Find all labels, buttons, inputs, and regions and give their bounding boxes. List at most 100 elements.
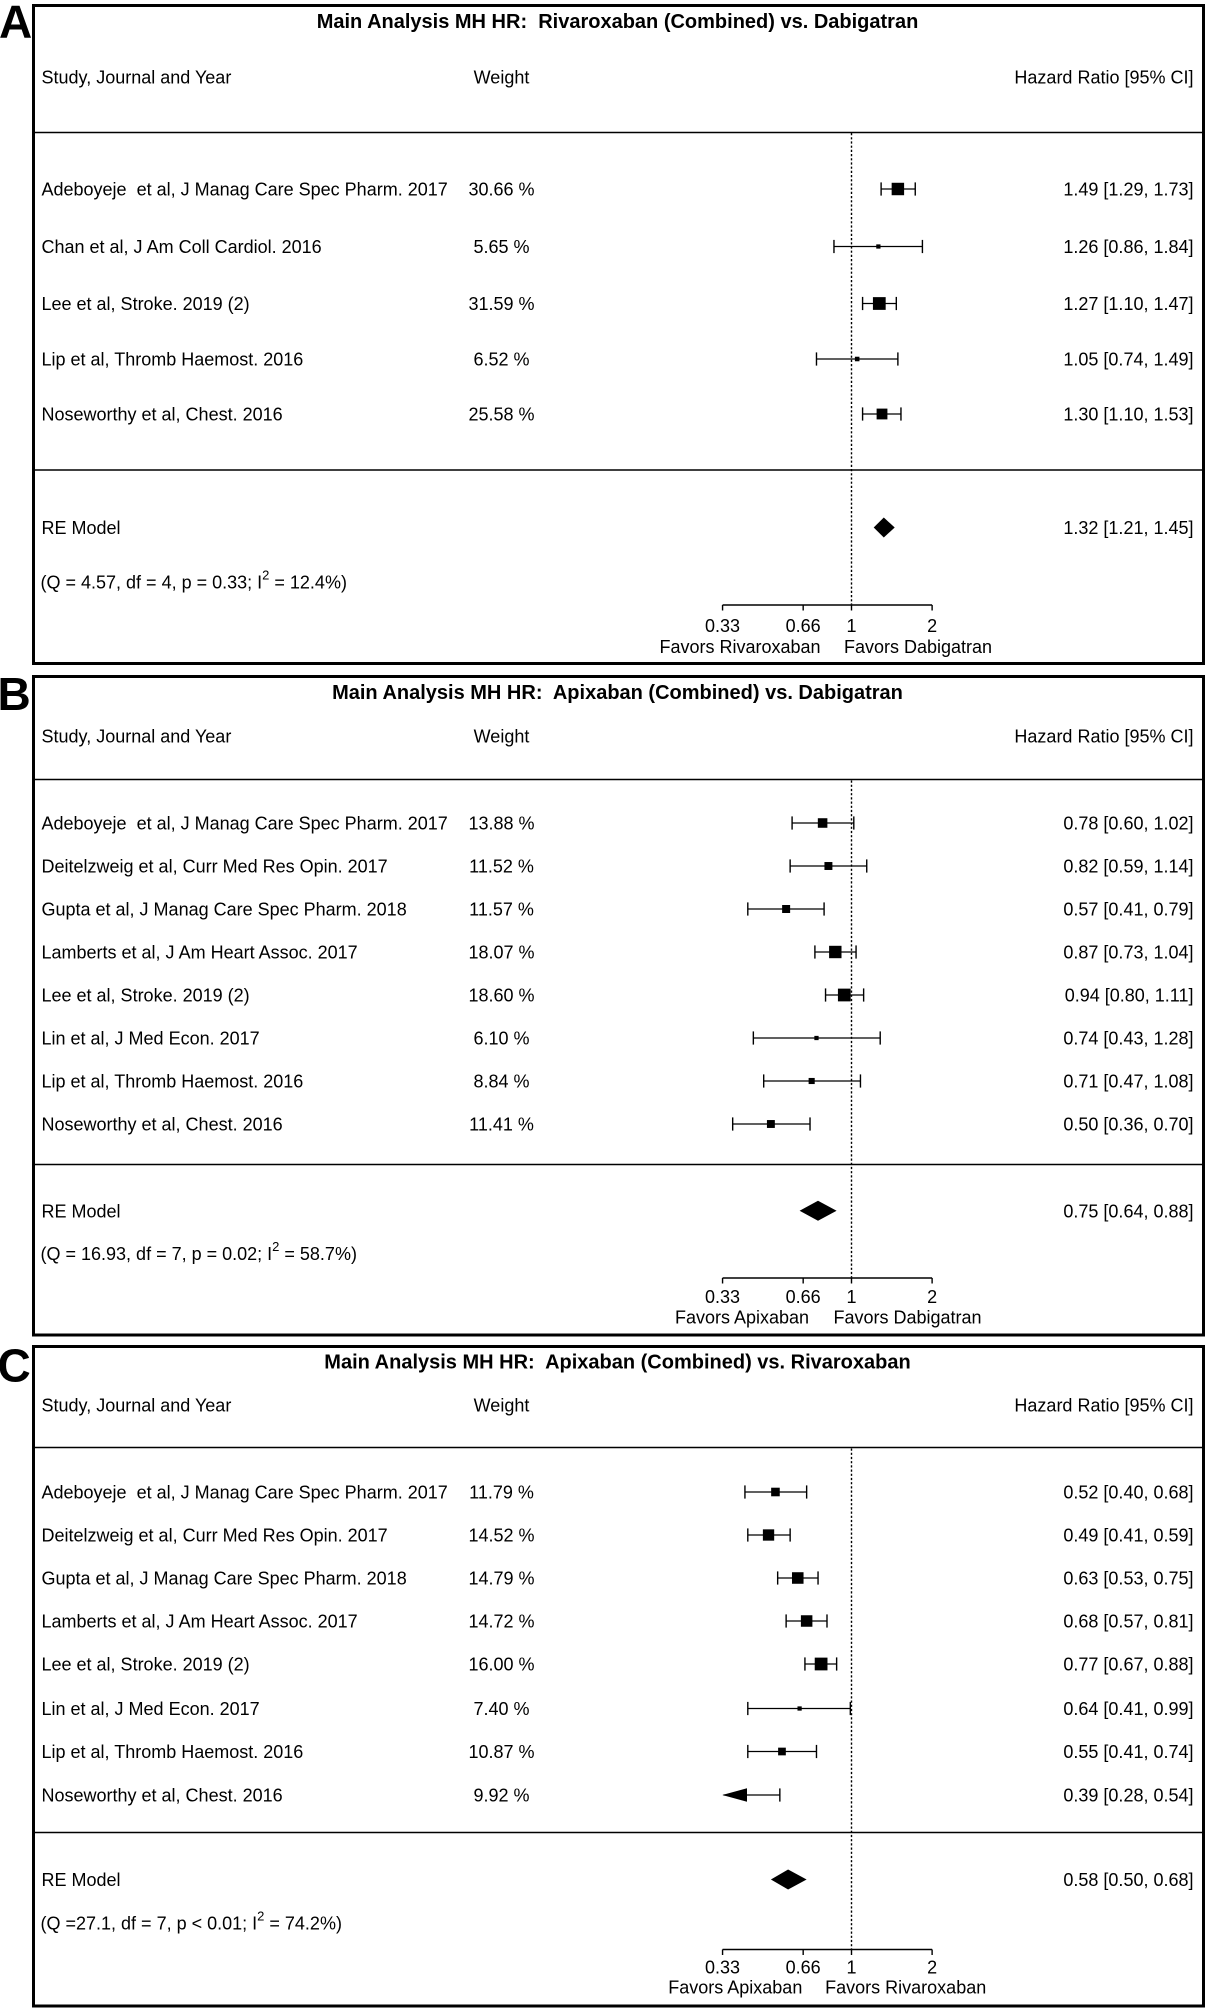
svg-text:Chan et al, J Am Coll Cardiol.: Chan et al, J Am Coll Cardiol. 2016 (42, 237, 322, 257)
svg-text:0.68 [0.57, 0.81]: 0.68 [0.57, 0.81] (1063, 1612, 1193, 1632)
svg-text:Study, Journal and Year: Study, Journal and Year (42, 1396, 232, 1416)
svg-text:Weight: Weight (474, 727, 530, 747)
svg-text:0.94 [0.80, 1.11]: 0.94 [0.80, 1.11] (1065, 986, 1194, 1006)
svg-text:7.40 %: 7.40 % (473, 1699, 529, 1719)
svg-text:0.49 [0.41, 0.59]: 0.49 [0.41, 0.59] (1063, 1526, 1193, 1546)
svg-text:Lamberts et al, J Am Heart Ass: Lamberts et al, J Am Heart Assoc. 2017 (42, 943, 358, 963)
svg-text:11.41 %: 11.41 % (469, 1115, 534, 1135)
svg-text:Gupta et al, J Manag Care Spec: Gupta et al, J Manag Care Spec Pharm. 20… (42, 900, 407, 920)
svg-text:Hazard Ratio [95% CI]: Hazard Ratio [95% CI] (1014, 727, 1193, 747)
svg-text:Noseworthy et al, Chest. 2016: Noseworthy et al, Chest. 2016 (42, 1786, 283, 1806)
svg-text:11.52 %: 11.52 % (469, 857, 534, 877)
svg-text:11.79 %: 11.79 % (469, 1483, 534, 1503)
svg-text:18.07 %: 18.07 % (468, 943, 534, 963)
svg-text:0.52 [0.40, 0.68]: 0.52 [0.40, 0.68] (1063, 1483, 1193, 1503)
svg-text:1: 1 (846, 1958, 856, 1978)
svg-text:1.30 [1.10, 1.53]: 1.30 [1.10, 1.53] (1063, 405, 1193, 425)
svg-text:0.75 [0.64, 0.88]: 0.75 [0.64, 0.88] (1063, 1201, 1193, 1221)
svg-text:30.66 %: 30.66 % (468, 180, 534, 200)
svg-text:11.57 %: 11.57 % (469, 900, 534, 920)
svg-text:Lee et al, Stroke. 2019 (2): Lee et al, Stroke. 2019 (2) (42, 986, 250, 1006)
svg-text:Gupta et al, J Manag Care Spec: Gupta et al, J Manag Care Spec Pharm. 20… (42, 1569, 407, 1589)
svg-text:(Q =27.1, df = 7, p < 0.01; I2: (Q =27.1, df = 7, p < 0.01; I2 = 74.2%) (41, 1909, 342, 1934)
svg-text:Lip et al, Thromb Haemost. 201: Lip et al, Thromb Haemost. 2016 (42, 1742, 304, 1762)
svg-text:Favors Apixaban: Favors Apixaban (668, 1978, 802, 1998)
svg-text:Lee et al, Stroke. 2019 (2): Lee et al, Stroke. 2019 (2) (42, 294, 250, 314)
svg-text:Lin et al, J Med Econ. 2017: Lin et al, J Med Econ. 2017 (42, 1699, 260, 1719)
svg-text:1.27 [1.10, 1.47]: 1.27 [1.10, 1.47] (1063, 294, 1193, 314)
svg-text:14.52 %: 14.52 % (468, 1526, 534, 1546)
svg-text:Main Analysis MH HR: Apixaban: Main Analysis MH HR: Apixaban (Combined)… (332, 682, 903, 704)
svg-text:0.87 [0.73, 1.04]: 0.87 [0.73, 1.04] (1063, 943, 1193, 963)
svg-text:Main Analysis MH HR: Apixaban: Main Analysis MH HR: Apixaban (Combined)… (324, 1352, 910, 1374)
svg-text:Favors Dabigatran: Favors Dabigatran (833, 1308, 981, 1328)
svg-text:Lin et al, J Med Econ. 2017: Lin et al, J Med Econ. 2017 (42, 1029, 260, 1049)
svg-text:0.33: 0.33 (705, 616, 740, 636)
svg-text:13.88 %: 13.88 % (468, 814, 534, 834)
svg-text:6.10 %: 6.10 % (473, 1029, 529, 1049)
svg-text:0.63 [0.53, 0.75]: 0.63 [0.53, 0.75] (1063, 1569, 1193, 1589)
svg-text:A: A (0, 0, 32, 48)
svg-text:25.58 %: 25.58 % (468, 405, 534, 425)
svg-text:(Q = 16.93, df = 7, p = 0.02;: (Q = 16.93, df = 7, p = 0.02; I2 = 58.7%… (41, 1239, 357, 1264)
svg-text:Adeboyeje et al, J Manag Care: Adeboyeje et al, J Manag Care Spec Pharm… (42, 1483, 448, 1503)
svg-text:Favors Rivaroxaban: Favors Rivaroxaban (659, 637, 820, 657)
svg-text:RE Model: RE Model (42, 1201, 121, 1221)
svg-text:0.50 [0.36, 0.70]: 0.50 [0.36, 0.70] (1063, 1115, 1193, 1135)
svg-text:8.84 %: 8.84 % (473, 1072, 529, 1092)
svg-text:6.52 %: 6.52 % (473, 350, 529, 370)
svg-text:0.74 [0.43, 1.28]: 0.74 [0.43, 1.28] (1063, 1029, 1193, 1049)
svg-text:RE Model: RE Model (42, 518, 121, 538)
svg-text:0.71 [0.47, 1.08]: 0.71 [0.47, 1.08] (1063, 1072, 1193, 1092)
svg-text:0.66: 0.66 (786, 1287, 821, 1307)
svg-text:14.79 %: 14.79 % (468, 1569, 534, 1589)
svg-text:B: B (0, 668, 31, 720)
svg-text:Lip et al, Thromb Haemost. 201: Lip et al, Thromb Haemost. 2016 (42, 350, 304, 370)
svg-text:Favors Apixaban: Favors Apixaban (675, 1308, 809, 1328)
svg-text:Lee et al, Stroke. 2019 (2): Lee et al, Stroke. 2019 (2) (42, 1655, 250, 1675)
svg-text:Study, Journal and Year: Study, Journal and Year (42, 68, 232, 88)
svg-text:0.66: 0.66 (786, 1958, 821, 1978)
svg-text:0.78 [0.60, 1.02]: 0.78 [0.60, 1.02] (1063, 814, 1193, 834)
svg-text:0.64 [0.41, 0.99]: 0.64 [0.41, 0.99] (1063, 1699, 1193, 1719)
svg-text:0.57 [0.41, 0.79]: 0.57 [0.41, 0.79] (1063, 900, 1193, 920)
svg-text:16.00 %: 16.00 % (468, 1655, 534, 1675)
svg-text:0.33: 0.33 (705, 1958, 740, 1978)
svg-text:9.92 %: 9.92 % (473, 1786, 529, 1806)
svg-text:Noseworthy et al, Chest. 2016: Noseworthy et al, Chest. 2016 (42, 405, 283, 425)
svg-text:Noseworthy et al, Chest. 2016: Noseworthy et al, Chest. 2016 (42, 1115, 283, 1135)
svg-text:Hazard Ratio [95% CI]: Hazard Ratio [95% CI] (1014, 68, 1193, 88)
svg-text:(Q = 4.57, df = 4, p = 0.33; I: (Q = 4.57, df = 4, p = 0.33; I2 = 12.4%) (41, 568, 347, 593)
svg-text:0.33: 0.33 (705, 1287, 740, 1307)
svg-text:2: 2 (927, 1287, 937, 1307)
svg-text:14.72 %: 14.72 % (468, 1612, 534, 1632)
svg-text:5.65 %: 5.65 % (473, 237, 529, 257)
svg-text:Main Analysis MH HR: Rivaroxa: Main Analysis MH HR: Rivaroxaban (Combin… (317, 11, 919, 33)
svg-text:Deitelzweig et al, Curr Med Re: Deitelzweig et al, Curr Med Res Opin. 20… (42, 1526, 388, 1546)
svg-text:Favors Rivaroxaban: Favors Rivaroxaban (825, 1978, 986, 1998)
svg-text:1.32 [1.21, 1.45]: 1.32 [1.21, 1.45] (1063, 518, 1193, 538)
svg-text:0.58 [0.50, 0.68]: 0.58 [0.50, 0.68] (1063, 1870, 1193, 1890)
svg-text:2: 2 (927, 1958, 937, 1978)
svg-text:1.49 [1.29, 1.73]: 1.49 [1.29, 1.73] (1063, 180, 1193, 200)
svg-text:Deitelzweig et al, Curr Med Re: Deitelzweig et al, Curr Med Res Opin. 20… (42, 857, 388, 877)
svg-text:Study, Journal and Year: Study, Journal and Year (42, 727, 232, 747)
svg-text:0.66: 0.66 (786, 616, 821, 636)
svg-text:RE Model: RE Model (42, 1870, 121, 1890)
svg-text:1.26 [0.86, 1.84]: 1.26 [0.86, 1.84] (1063, 237, 1193, 257)
svg-text:Hazard Ratio [95% CI]: Hazard Ratio [95% CI] (1014, 1396, 1193, 1416)
svg-text:0.77 [0.67, 0.88]: 0.77 [0.67, 0.88] (1063, 1655, 1193, 1675)
svg-text:10.87 %: 10.87 % (468, 1742, 534, 1762)
svg-text:18.60 %: 18.60 % (468, 986, 534, 1006)
svg-text:0.55 [0.41, 0.74]: 0.55 [0.41, 0.74] (1063, 1742, 1193, 1762)
svg-text:Favors Dabigatran: Favors Dabigatran (844, 637, 992, 657)
svg-text:Weight: Weight (474, 1396, 530, 1416)
svg-text:Lamberts et al, J Am Heart Ass: Lamberts et al, J Am Heart Assoc. 2017 (42, 1612, 358, 1632)
svg-text:1.05 [0.74, 1.49]: 1.05 [0.74, 1.49] (1063, 350, 1193, 370)
svg-text:Adeboyeje et al, J Manag Care: Adeboyeje et al, J Manag Care Spec Pharm… (42, 814, 448, 834)
svg-text:31.59 %: 31.59 % (468, 294, 534, 314)
svg-text:2: 2 (927, 616, 937, 636)
svg-text:C: C (0, 1340, 31, 1392)
svg-text:Weight: Weight (474, 68, 530, 88)
svg-text:0.39 [0.28, 0.54]: 0.39 [0.28, 0.54] (1063, 1786, 1193, 1806)
